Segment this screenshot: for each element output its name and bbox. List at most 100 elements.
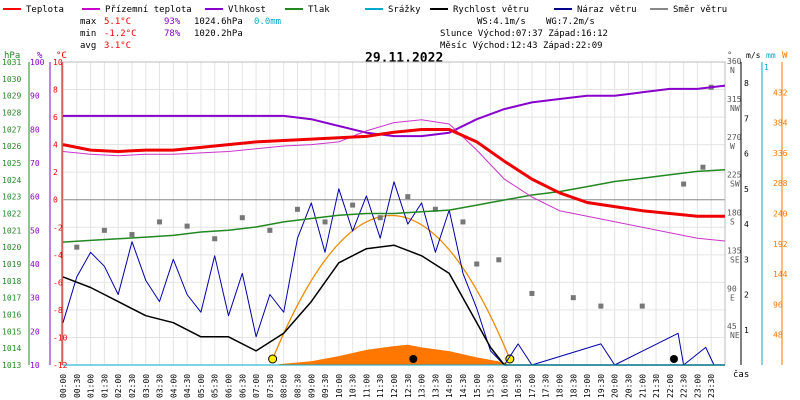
time-tick: 20:00 xyxy=(611,374,620,398)
direction-point xyxy=(212,236,218,242)
direction-point xyxy=(267,227,273,233)
direction-point xyxy=(157,219,163,225)
direction-name: NW xyxy=(730,104,740,113)
direction-point xyxy=(496,257,502,263)
time-tick: 21:30 xyxy=(652,374,661,398)
pressure-tick: 1031 xyxy=(2,58,21,67)
time-tick: 22:30 xyxy=(680,374,689,398)
pressure-tick: 1014 xyxy=(2,344,21,353)
time-tick: 14:30 xyxy=(459,374,468,398)
wind-tick: 2 xyxy=(744,291,749,300)
stat-rain: 0.0mm xyxy=(254,17,281,27)
direction-point xyxy=(432,206,438,212)
pressure-tick: 1020 xyxy=(2,243,21,252)
time-tick: 05:00 xyxy=(197,374,206,398)
stat-label: avg xyxy=(80,41,96,51)
time-tick: 16:30 xyxy=(514,374,523,398)
direction-point xyxy=(405,194,411,200)
stat-temp: -1.2°C xyxy=(104,29,137,39)
direction-unit: ° xyxy=(727,51,732,61)
temp-tick: 2 xyxy=(53,168,58,177)
direction-point xyxy=(681,181,687,187)
temp-tick: 6 xyxy=(53,113,58,122)
humidity-tick: 70 xyxy=(30,159,40,168)
time-tick: 02:30 xyxy=(128,374,137,398)
time-tick: 19:30 xyxy=(597,374,606,398)
pressure-tick: 1015 xyxy=(2,327,21,336)
radiation-tick: 384 xyxy=(773,119,788,128)
direction-point xyxy=(700,164,706,170)
pressure-tick: 1017 xyxy=(2,294,21,303)
rain-unit: mm xyxy=(766,51,776,60)
direction-tick: 135 xyxy=(727,246,742,255)
pressure-tick: 1019 xyxy=(2,260,21,269)
time-tick: 14:00 xyxy=(445,374,454,398)
time-tick: 19:00 xyxy=(583,374,592,398)
stat-wind-speed: WS:4.1m/s xyxy=(477,17,526,27)
direction-tick: 315 xyxy=(727,95,742,104)
time-tick: 00:30 xyxy=(73,374,82,398)
time-tick: 07:00 xyxy=(252,374,261,398)
direction-name: SW xyxy=(730,180,740,189)
time-tick: 21:00 xyxy=(638,374,647,398)
temp-tick: -6 xyxy=(53,278,63,287)
time-tick: 17:30 xyxy=(542,374,551,398)
time-tick: 09:00 xyxy=(307,374,316,398)
chart-title: 29.11.2022 xyxy=(365,51,443,66)
moonset-marker xyxy=(669,355,678,363)
time-tick: 01:00 xyxy=(87,374,96,398)
wind-tick: 1 xyxy=(744,326,749,335)
legend-label: Vlhkost xyxy=(228,5,266,15)
stat-humidity: 78% xyxy=(164,29,181,39)
legend-label: Tlak xyxy=(308,5,330,15)
time-tick: 01:30 xyxy=(100,374,109,398)
time-tick: 07:30 xyxy=(266,374,275,398)
legend-label: Rychlost větru xyxy=(453,5,529,15)
temp-tick: -12 xyxy=(53,361,68,370)
wind-tick: 5 xyxy=(744,185,749,194)
pressure-tick: 1018 xyxy=(2,277,21,286)
time-tick: 18:00 xyxy=(556,374,565,398)
direction-point xyxy=(294,206,300,212)
pressure-tick: 1022 xyxy=(2,210,21,219)
moonrise-marker xyxy=(409,355,418,363)
time-tick: 02:00 xyxy=(114,374,123,398)
radiation-unit: W xyxy=(782,51,788,61)
legend-label: Směr větru xyxy=(673,5,727,15)
pressure-tick: 1021 xyxy=(2,226,21,235)
direction-tick: 270 xyxy=(727,133,742,142)
humidity-tick: 100 xyxy=(30,58,45,67)
stat-pressure: 1020.2hPa xyxy=(194,29,243,39)
direction-tick: 225 xyxy=(727,171,742,180)
direction-name: SE xyxy=(730,255,740,264)
solar-area xyxy=(272,344,510,365)
humidity-tick: 40 xyxy=(30,260,40,269)
direction-name: S xyxy=(730,218,735,227)
direction-point xyxy=(460,219,466,225)
rain-tick: 1 xyxy=(764,63,769,72)
pressure-tick: 1027 xyxy=(2,125,21,134)
radiation-tick: 432 xyxy=(773,88,788,97)
humidity-tick: 90 xyxy=(30,92,40,101)
direction-name: NE xyxy=(730,331,740,340)
temp-tick: 10 xyxy=(53,58,63,67)
time-tick: 13:00 xyxy=(418,374,427,398)
pressure-tick: 1030 xyxy=(2,75,21,84)
sunset-marker xyxy=(505,354,515,364)
pressure-unit: hPa xyxy=(4,51,20,61)
time-tick: 05:30 xyxy=(211,374,220,398)
time-tick: 22:00 xyxy=(666,374,675,398)
radiation-tick: 336 xyxy=(773,149,788,158)
direction-point xyxy=(184,223,190,229)
time-tick: 18:30 xyxy=(569,374,578,398)
temp-tick: -10 xyxy=(53,333,68,342)
temp-tick: -2 xyxy=(53,223,63,232)
direction-tick: 360 xyxy=(727,57,742,66)
direction-point xyxy=(322,219,328,225)
radiation-tick: 192 xyxy=(773,240,788,249)
pressure-tick: 1026 xyxy=(2,142,21,151)
pressure-tick: 1013 xyxy=(2,361,21,370)
time-tick: 15:30 xyxy=(487,374,496,398)
time-tick: 20:30 xyxy=(624,374,633,398)
